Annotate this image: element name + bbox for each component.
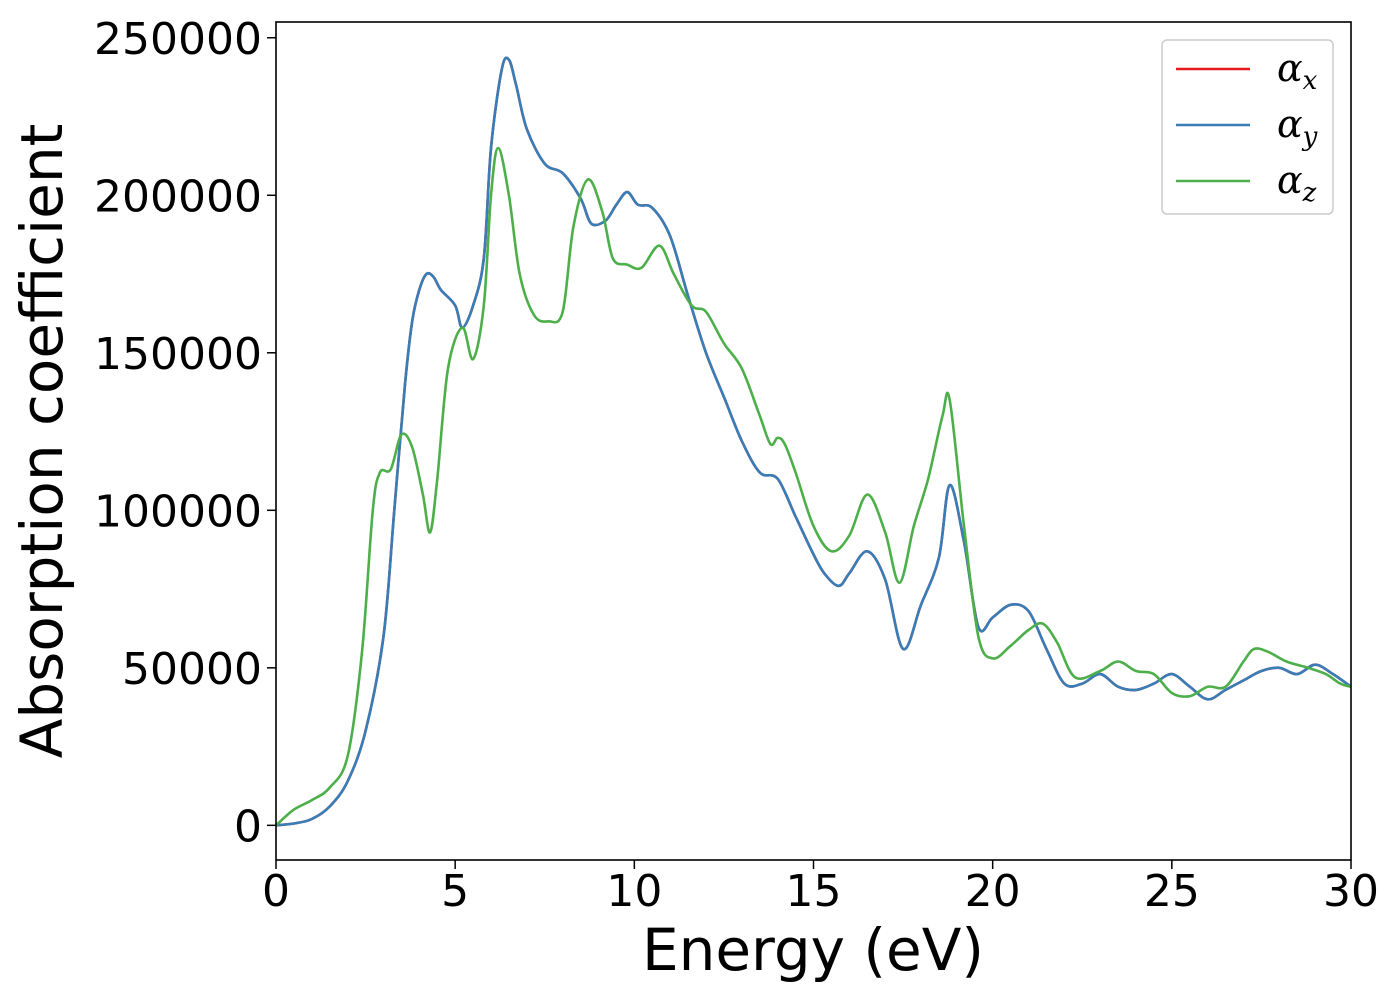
x-tick-label: 10 — [606, 866, 662, 917]
y-tick-label: 150000 — [94, 329, 262, 380]
y-tick-label: 250000 — [94, 14, 262, 65]
series-layer — [276, 56, 1351, 827]
y-tick-label: 0 — [234, 801, 262, 852]
x-tick-label: 30 — [1323, 866, 1379, 917]
y-axis-title: Absorption coefficient — [8, 124, 76, 759]
legend-box — [1161, 39, 1334, 215]
legend: αx αy αz — [1161, 39, 1334, 215]
legend-label-x: αx — [1277, 46, 1318, 96]
y-tick-label: 50000 — [122, 644, 262, 695]
legend-label-z: αz — [1277, 158, 1317, 208]
series-line-z — [276, 146, 1351, 827]
x-tick-label: 20 — [965, 866, 1021, 917]
x-axis: 0 5 10 15 20 25 30 — [262, 860, 1379, 917]
x-tick-label: 15 — [786, 866, 842, 917]
y-axis: 0 50000 100000 150000 200000 250000 — [94, 14, 276, 852]
series-line-y — [276, 56, 1351, 827]
x-tick-label: 25 — [1144, 866, 1200, 917]
x-tick-label: 5 — [441, 866, 469, 917]
y-tick-label: 100000 — [94, 486, 262, 537]
x-axis-title: Energy (eV) — [642, 916, 984, 984]
x-tick-label: 0 — [262, 866, 290, 917]
y-tick-label: 200000 — [94, 171, 262, 222]
legend-label-y: αy — [1277, 102, 1318, 152]
